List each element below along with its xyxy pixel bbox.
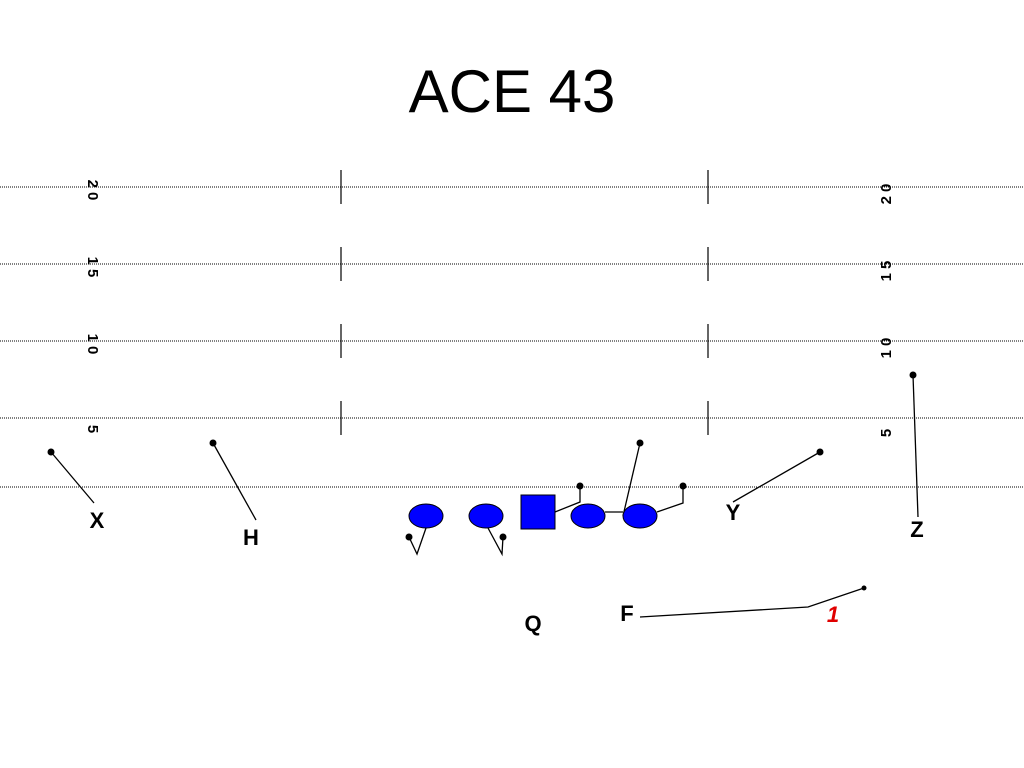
offensive-line [408,494,658,530]
player-label: X [90,508,105,533]
yard-number: 20 [878,180,895,205]
read-number: 1 [827,602,839,627]
field-lines [0,170,1024,488]
player-label: Y [726,500,741,525]
yard-number: 20 [84,180,101,205]
yard-number: 10 [878,334,895,359]
player-label: Q [524,611,541,636]
player-label: H [243,525,259,550]
player-label: Z [910,517,923,542]
routes [47,371,919,618]
yard-number: 5 [84,425,101,437]
yard-number: 15 [84,257,101,282]
title: ACE 43 [409,58,616,125]
player-label: F [620,601,633,626]
yard-number: 10 [84,334,101,359]
yard-number: 15 [878,257,895,282]
yard-number: 5 [878,425,895,437]
